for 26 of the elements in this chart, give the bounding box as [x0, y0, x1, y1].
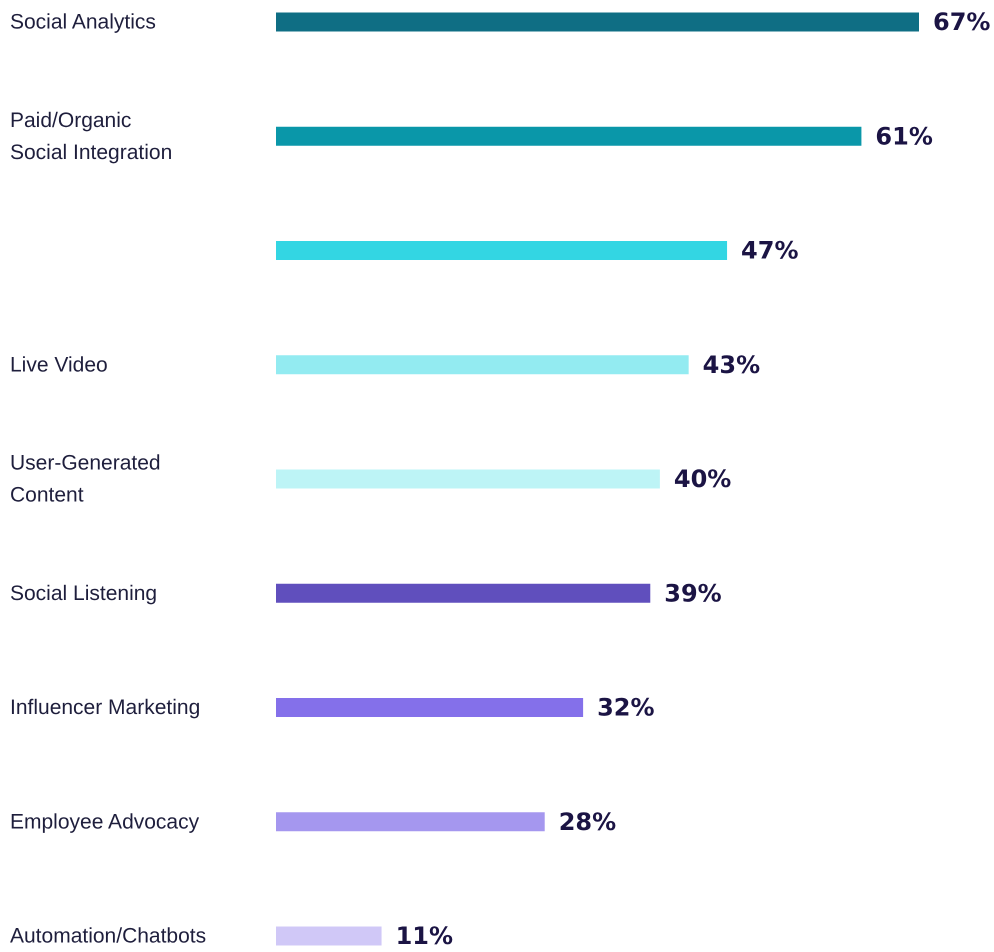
bar	[276, 926, 382, 946]
data-label: 47%	[741, 236, 799, 264]
data-label: 61%	[875, 122, 933, 150]
y-tick-label: Social Listening	[10, 582, 158, 605]
y-tick-label: Paid/Organic Social Integration	[10, 108, 172, 164]
bar	[276, 470, 660, 488]
y-tick-label: User-Generated Content	[10, 452, 161, 506]
bar	[276, 241, 728, 260]
data-label: 39%	[664, 579, 722, 608]
bar	[276, 12, 919, 32]
bar	[276, 812, 545, 832]
data-label: 28%	[558, 808, 616, 836]
data-label: 67%	[933, 8, 990, 36]
bar	[276, 355, 689, 374]
data-label: 32%	[597, 694, 655, 722]
bar	[276, 698, 584, 717]
data-label: 40%	[674, 465, 732, 493]
y-tick-label: Employee Advocacy	[10, 810, 200, 834]
y-tick-label: Automation/Chatbots	[10, 924, 206, 948]
bar	[276, 126, 862, 146]
y-tick-label: Social Analytics	[10, 10, 156, 34]
data-label: 11%	[396, 922, 454, 950]
y-tick-label: Influencer Marketing	[10, 696, 200, 719]
y-tick-label: Live Video	[10, 353, 108, 376]
data-label: 43%	[702, 350, 760, 379]
bar	[276, 584, 650, 603]
